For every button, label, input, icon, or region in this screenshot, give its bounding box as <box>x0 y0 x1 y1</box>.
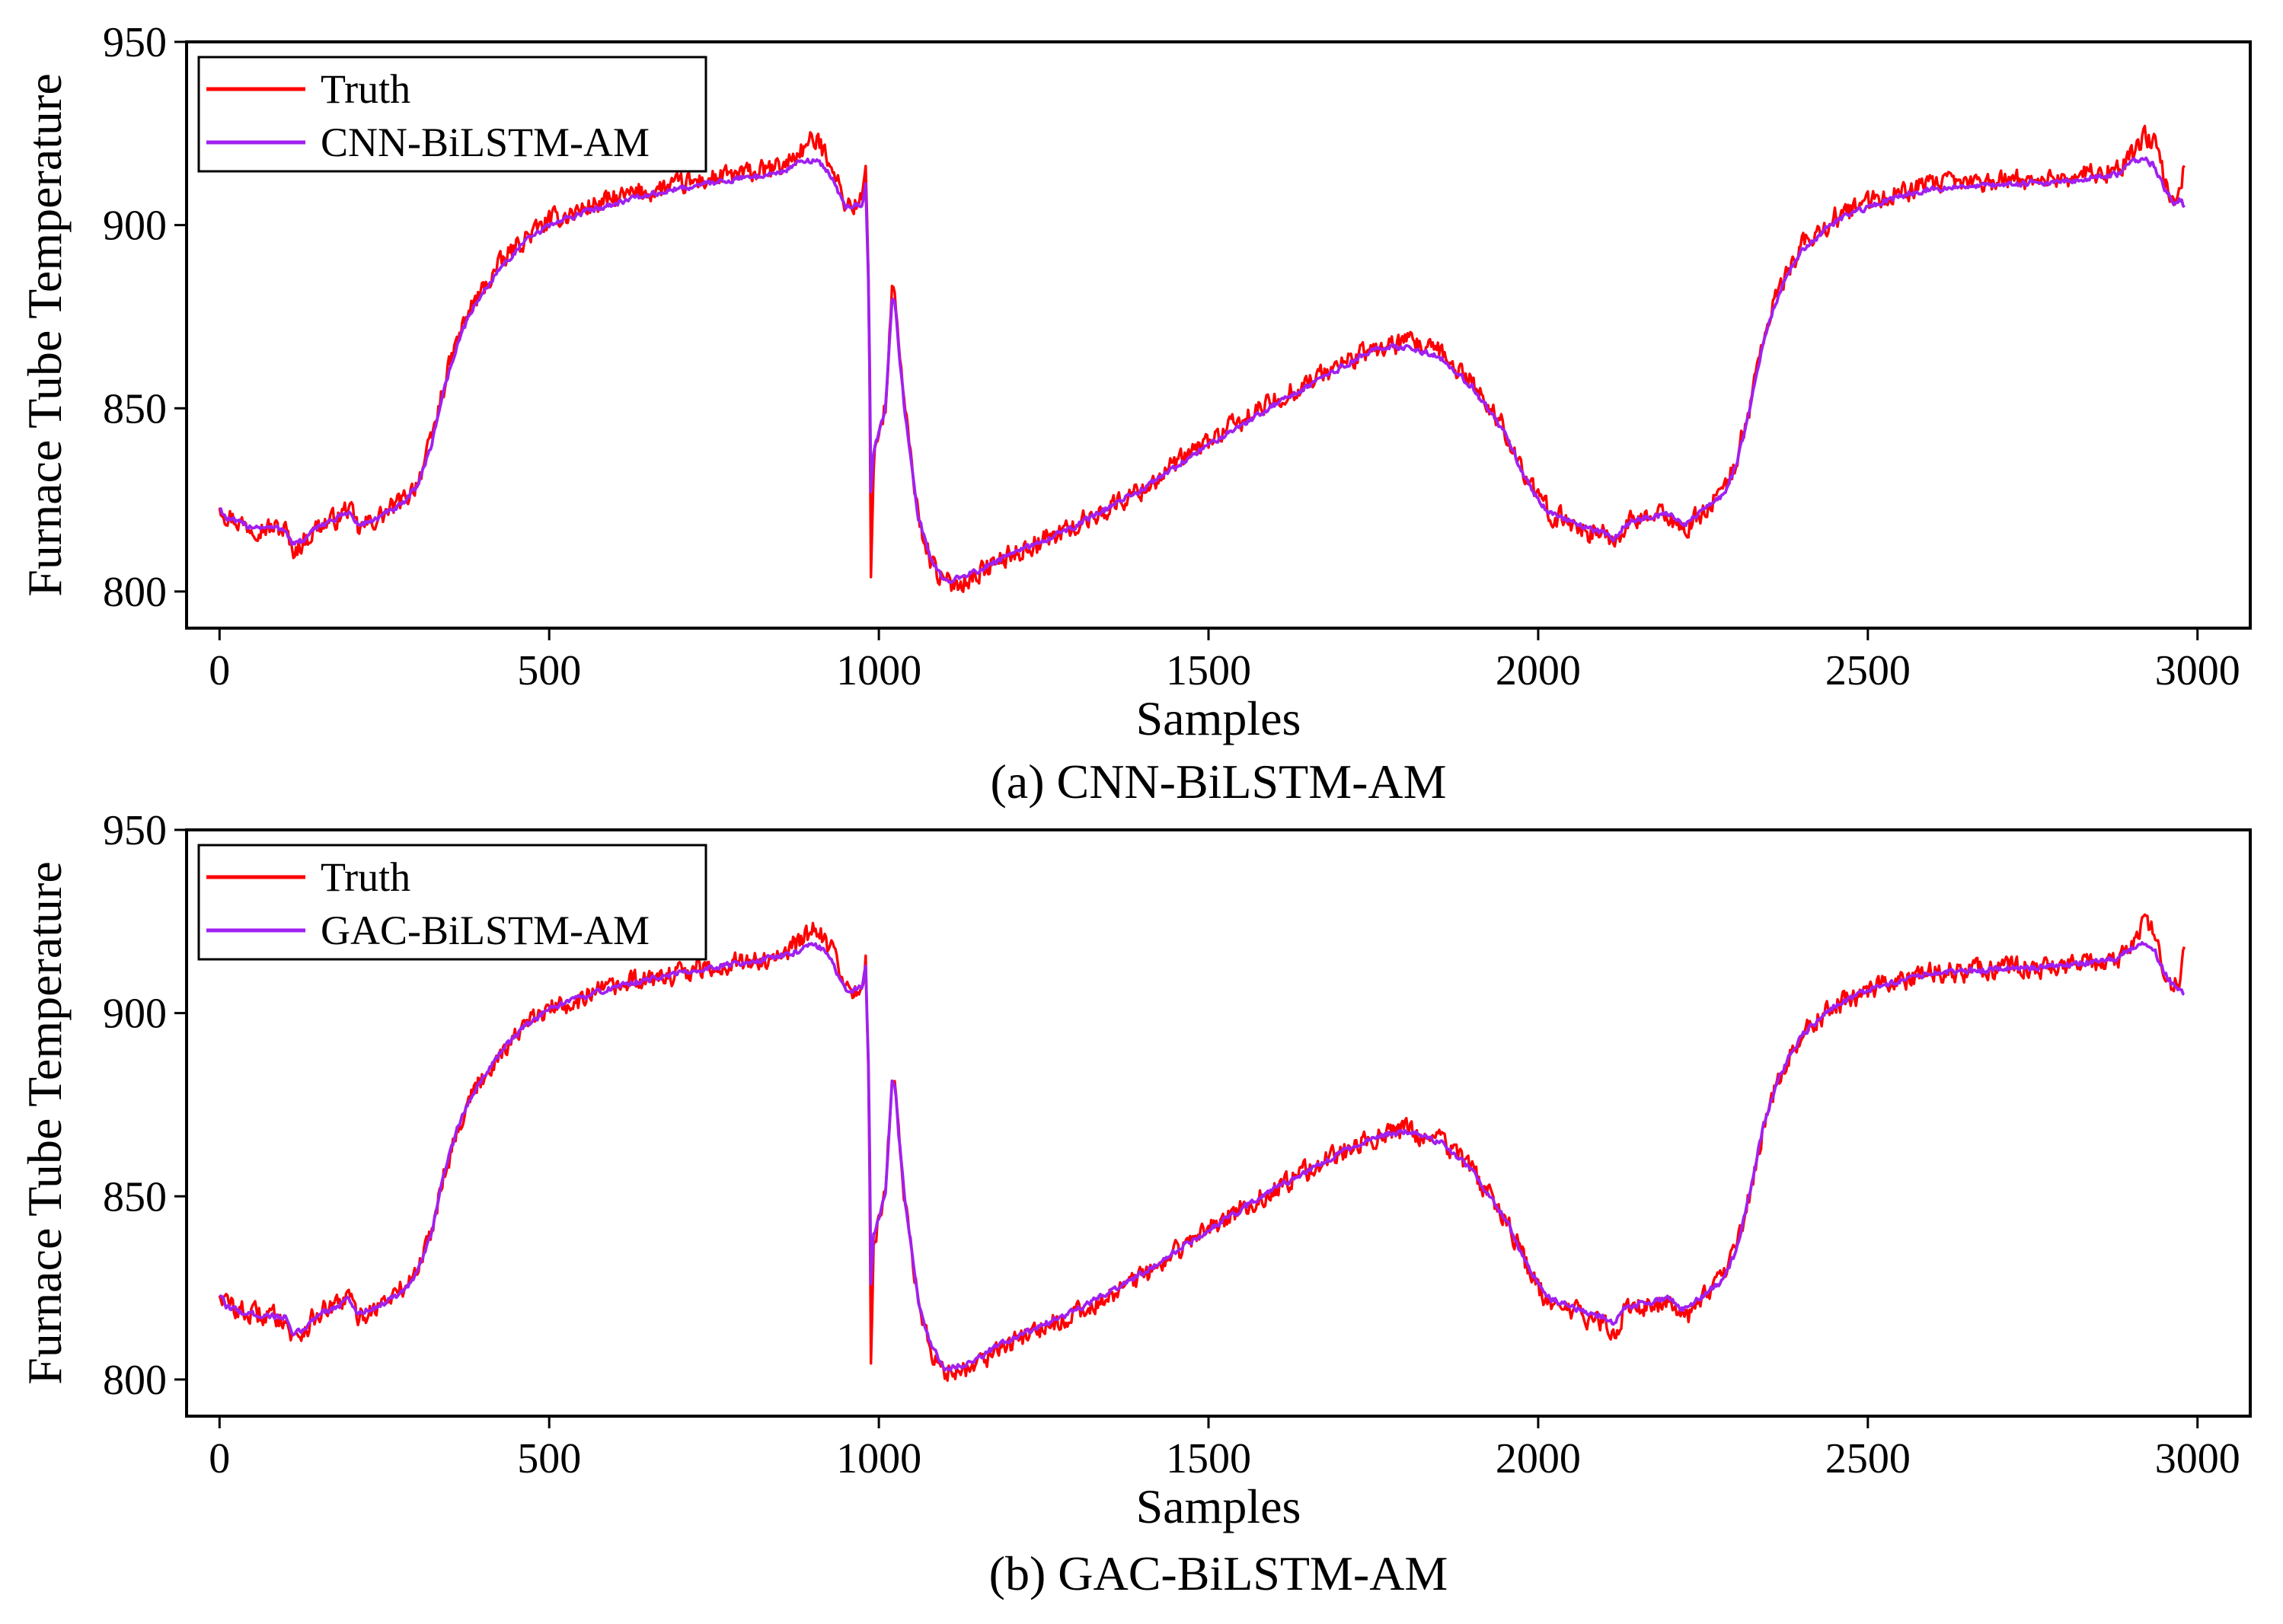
plot-frame <box>185 828 2252 1418</box>
axis-ticks: 0 500 1000 1500 2000 2500 3000 800 850 900 950 <box>103 19 2240 694</box>
legend-label-prediction: CNN-BiLSTM-AM <box>321 120 650 165</box>
y-axis-label: Furnace Tube Temperature <box>18 73 72 597</box>
x-tick-label: 2000 <box>1496 1435 1581 1482</box>
legend: Truth GAC-BiLSTM-AM <box>197 844 707 961</box>
x-tick-label: 500 <box>517 1435 581 1482</box>
legend-box <box>197 56 707 173</box>
x-tick-label: 1000 <box>836 1435 921 1482</box>
x-tick-label: 1500 <box>1166 647 1251 694</box>
x-tick-label: 3000 <box>2155 647 2240 694</box>
y-tick-label: 950 <box>103 19 167 66</box>
plot-frame <box>185 40 2252 630</box>
panel-b: 0 500 1000 1500 2000 2500 3000 800 850 900 950 Sam… <box>18 807 2252 1600</box>
legend-label-truth: Truth <box>321 66 410 112</box>
plot-lines <box>218 913 2186 1382</box>
x-tick-label: 2000 <box>1496 647 1581 694</box>
x-tick-label: 0 <box>209 647 230 694</box>
y-tick-label: 800 <box>103 569 167 616</box>
series-line-truth <box>218 913 2186 1382</box>
axis-ticks: 0 500 1000 1500 2000 2500 3000 800 850 900 950 <box>103 807 2240 1482</box>
y-axis-label: Furnace Tube Temperature <box>18 861 72 1385</box>
x-axis-label: Samples <box>1136 691 1301 745</box>
y-tick-label: 950 <box>103 807 167 854</box>
legend: Truth CNN-BiLSTM-AM <box>197 56 707 173</box>
y-tick-label: 800 <box>103 1357 167 1404</box>
x-tick-label: 1500 <box>1166 1435 1251 1482</box>
plot-lines <box>218 124 2186 593</box>
panel-a: 0 500 1000 1500 2000 2500 3000 800 850 900 950 Sam… <box>18 19 2252 809</box>
x-tick-label: 3000 <box>2155 1435 2240 1482</box>
figure-caption: (b) GAC-BiLSTM-AM <box>989 1546 1448 1600</box>
x-tick-label: 500 <box>517 647 581 694</box>
y-tick-label: 900 <box>103 203 167 250</box>
x-tick-label: 2500 <box>1825 647 1911 694</box>
y-tick-label: 900 <box>103 991 167 1038</box>
series-line-truth <box>218 124 2186 593</box>
x-axis-label: Samples <box>1136 1479 1301 1533</box>
y-tick-label: 850 <box>103 1173 167 1220</box>
legend-label-prediction: GAC-BiLSTM-AM <box>321 908 650 953</box>
x-tick-label: 2500 <box>1825 1435 1911 1482</box>
series-line-cnn-bilstm-am <box>219 156 2186 585</box>
legend-box <box>197 844 707 961</box>
y-tick-label: 850 <box>103 385 167 432</box>
series-line-gac-bilstm-am <box>219 941 2185 1372</box>
x-tick-label: 0 <box>209 1435 230 1482</box>
legend-label-truth: Truth <box>321 854 410 900</box>
x-tick-label: 1000 <box>836 647 921 694</box>
figure-caption: (a) CNN-BiLSTM-AM <box>990 755 1446 809</box>
